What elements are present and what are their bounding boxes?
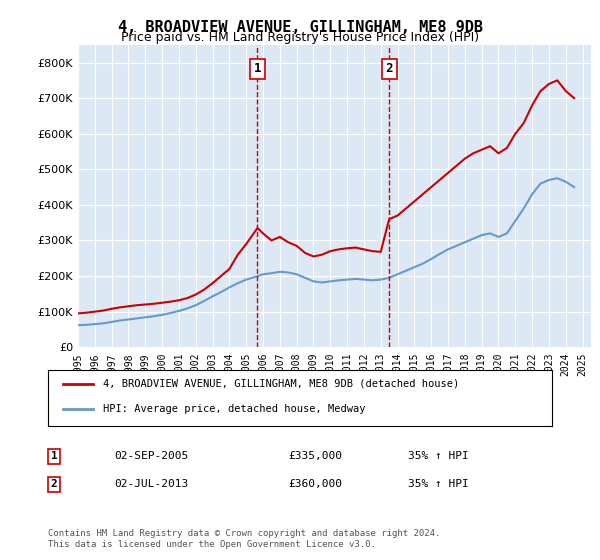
Text: 4, BROADVIEW AVENUE, GILLINGHAM, ME8 9DB: 4, BROADVIEW AVENUE, GILLINGHAM, ME8 9DB	[118, 20, 482, 35]
Text: 4, BROADVIEW AVENUE, GILLINGHAM, ME8 9DB (detached house): 4, BROADVIEW AVENUE, GILLINGHAM, ME8 9DB…	[103, 379, 460, 389]
Text: 2: 2	[50, 479, 58, 489]
Text: 1: 1	[254, 63, 261, 76]
Text: £335,000: £335,000	[288, 451, 342, 461]
Text: 02-SEP-2005: 02-SEP-2005	[114, 451, 188, 461]
Text: 02-JUL-2013: 02-JUL-2013	[114, 479, 188, 489]
Text: 35% ↑ HPI: 35% ↑ HPI	[408, 479, 469, 489]
Text: 35% ↑ HPI: 35% ↑ HPI	[408, 451, 469, 461]
Text: HPI: Average price, detached house, Medway: HPI: Average price, detached house, Medw…	[103, 404, 366, 414]
Text: 1: 1	[50, 451, 58, 461]
Text: £360,000: £360,000	[288, 479, 342, 489]
Text: 2: 2	[385, 63, 393, 76]
Text: Contains HM Land Registry data © Crown copyright and database right 2024.
This d: Contains HM Land Registry data © Crown c…	[48, 529, 440, 549]
Text: Price paid vs. HM Land Registry's House Price Index (HPI): Price paid vs. HM Land Registry's House …	[121, 31, 479, 44]
